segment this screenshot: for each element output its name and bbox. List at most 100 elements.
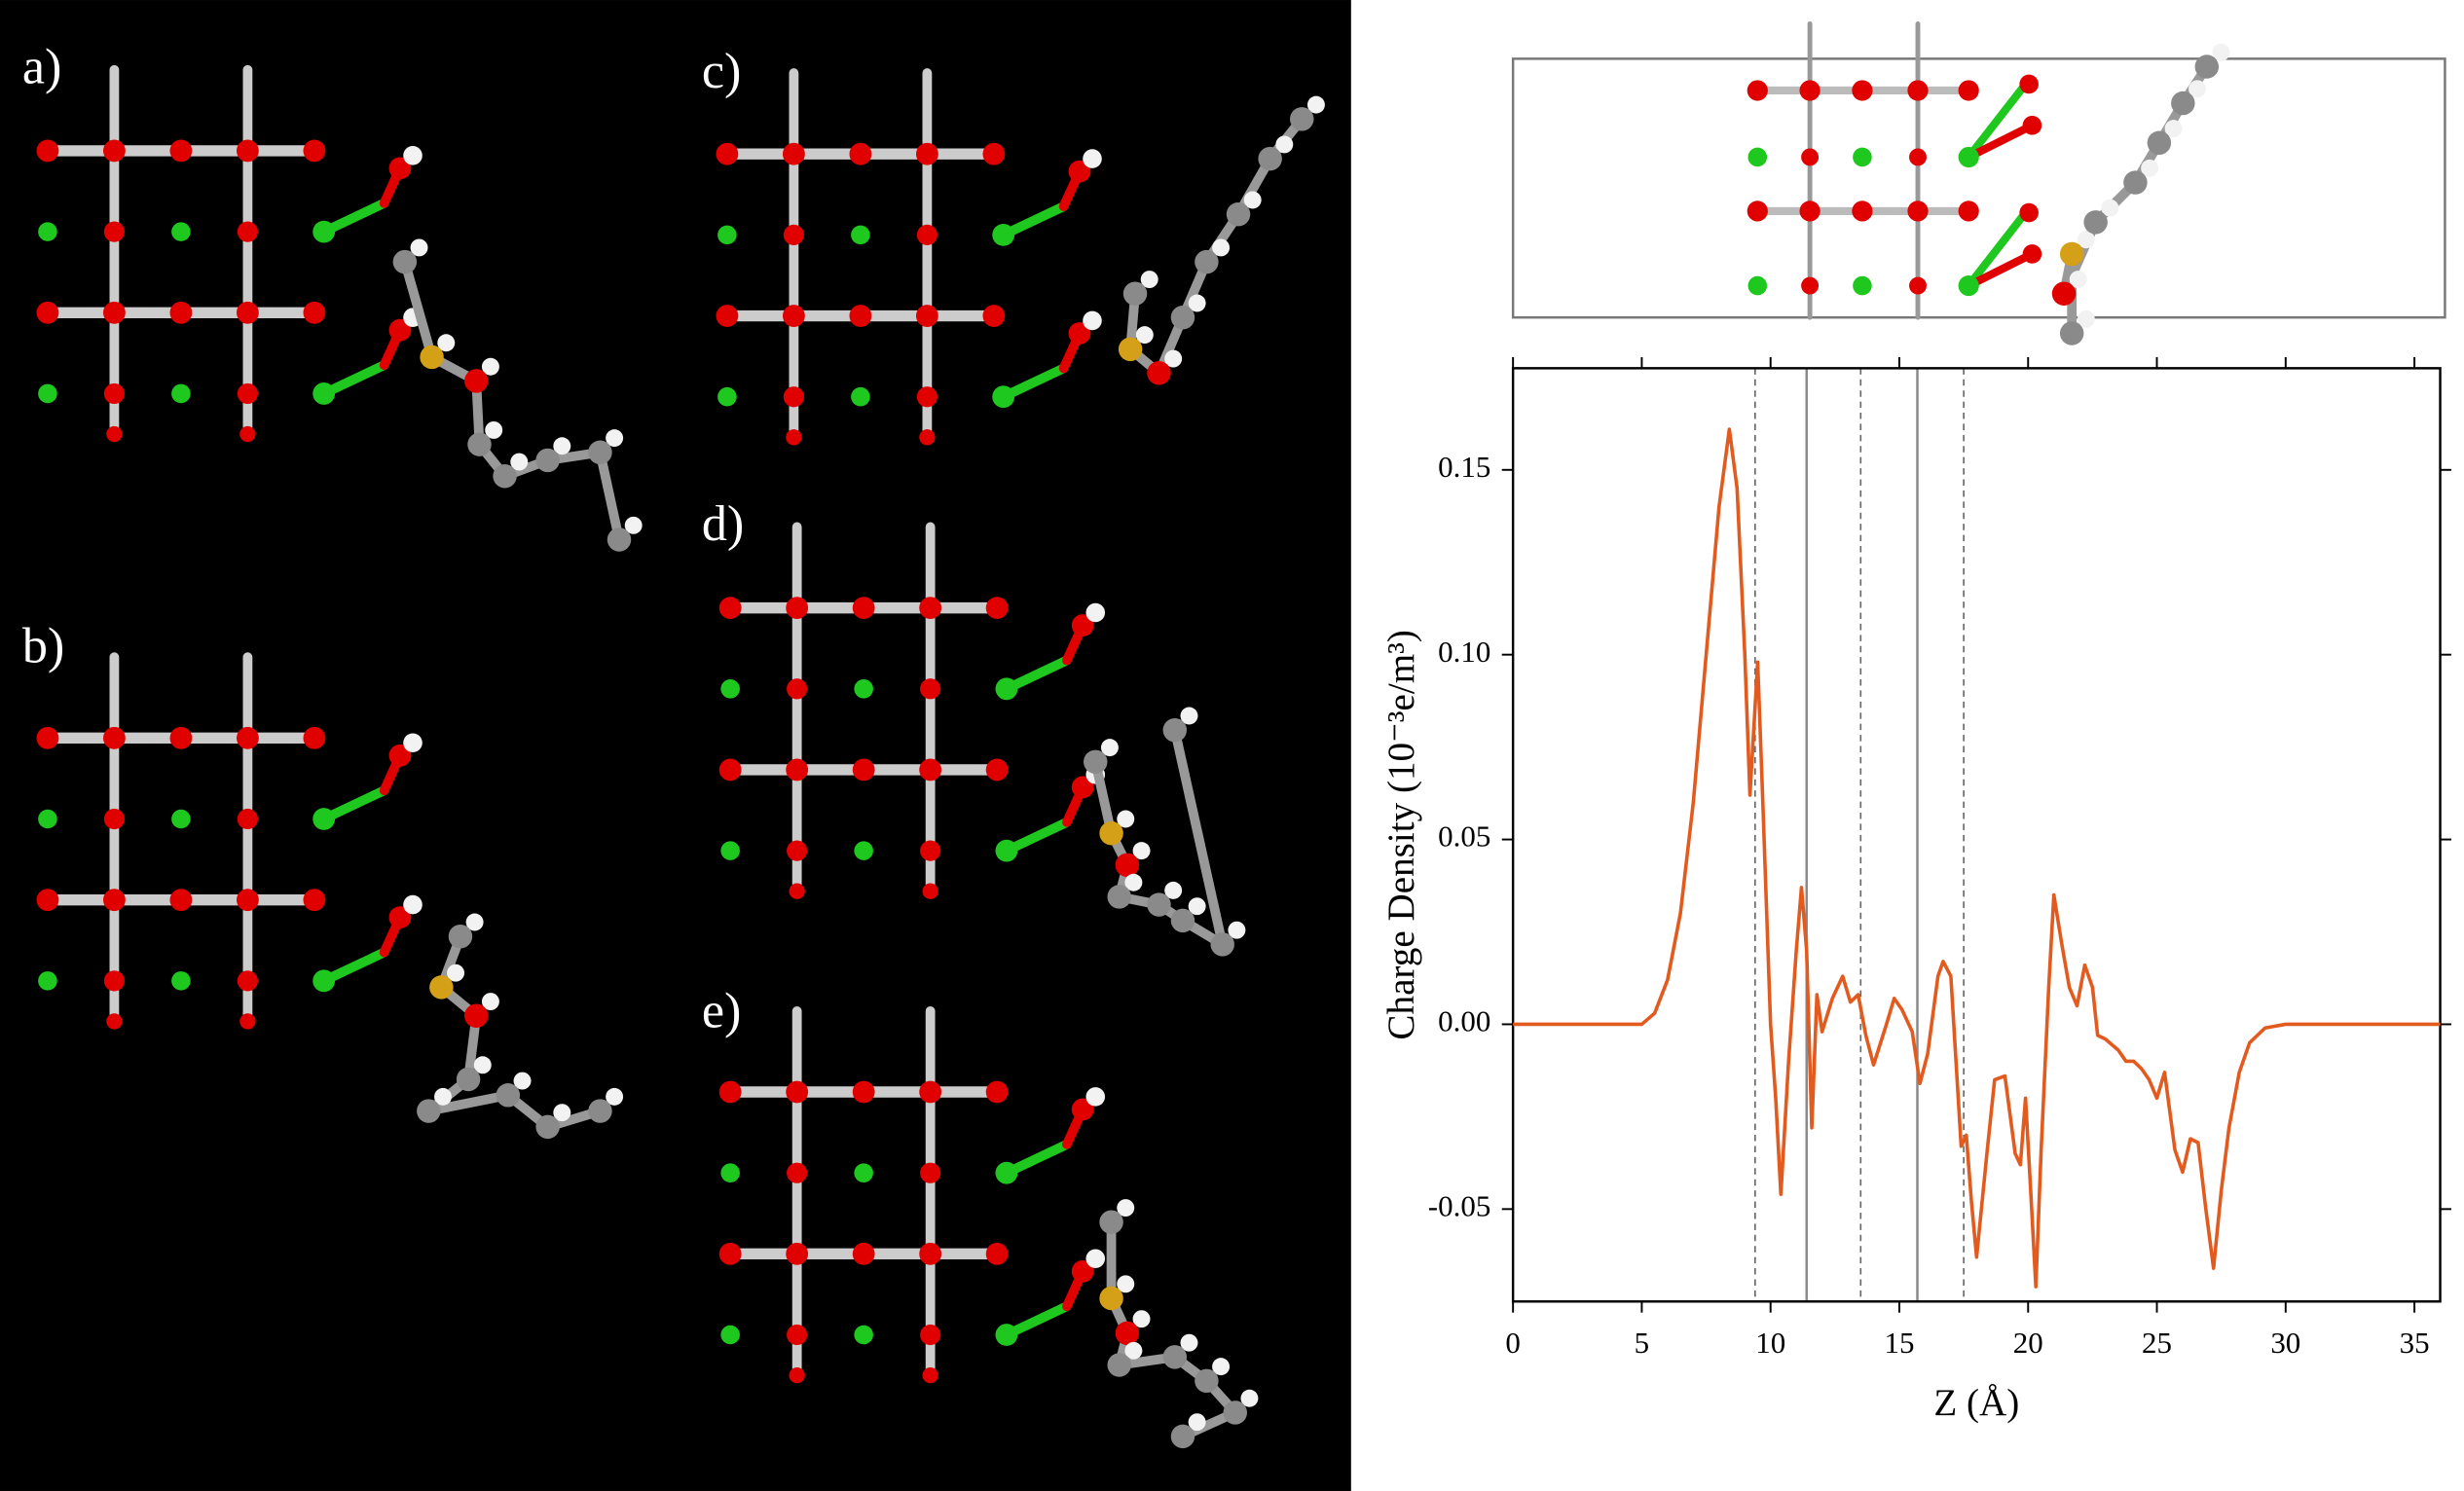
atom xyxy=(38,809,57,829)
atom xyxy=(1852,80,1873,101)
atom xyxy=(535,1114,560,1140)
atom xyxy=(995,839,1018,862)
bond xyxy=(1090,756,1117,839)
atom xyxy=(403,733,423,753)
atom xyxy=(1909,276,1927,295)
bond xyxy=(595,447,624,545)
atom xyxy=(1801,276,1820,295)
atom xyxy=(854,678,873,699)
atom xyxy=(916,224,938,245)
atom xyxy=(171,222,191,241)
atom xyxy=(786,758,809,782)
bond xyxy=(1965,249,2037,290)
y-axis-label: Charge Density (10⁻³e/m³) xyxy=(1380,630,1422,1040)
atom xyxy=(481,993,499,1011)
atom xyxy=(236,726,259,749)
atom xyxy=(1853,275,1872,296)
atom xyxy=(1083,310,1102,331)
atom xyxy=(588,440,612,465)
atom xyxy=(1162,1345,1188,1369)
atom xyxy=(854,1163,873,1182)
atom xyxy=(992,223,1015,246)
atom xyxy=(2141,159,2159,177)
atom xyxy=(1099,1286,1123,1311)
atom xyxy=(1099,820,1123,846)
atom xyxy=(1243,191,1262,209)
bond xyxy=(1965,210,2029,290)
atom xyxy=(2019,202,2039,223)
atom xyxy=(239,425,256,443)
atom xyxy=(1747,275,1768,296)
y-tick-label: -0.05 xyxy=(1428,1188,1491,1222)
atom xyxy=(36,139,59,163)
atom xyxy=(171,383,191,404)
chart: 0 5 10 15 20 25 30 35 -0.05 0.00 0.05 0.10 0.15 Z (Å)… xyxy=(1380,356,2451,1424)
atom xyxy=(1117,1199,1135,1218)
atom xyxy=(313,382,336,405)
atom xyxy=(169,139,193,163)
atom xyxy=(38,971,57,991)
atom xyxy=(103,139,126,163)
atom xyxy=(2059,321,2084,345)
atom xyxy=(236,889,259,912)
atom xyxy=(995,1161,1018,1184)
atom xyxy=(169,301,193,324)
atom xyxy=(1162,717,1188,743)
atom xyxy=(995,677,1018,701)
atom xyxy=(313,220,336,243)
atom xyxy=(553,437,571,455)
atom xyxy=(1068,160,1091,183)
atom xyxy=(1195,249,1219,274)
atom xyxy=(992,385,1015,409)
atom xyxy=(915,142,938,165)
atom xyxy=(922,883,938,899)
atom xyxy=(2212,43,2230,61)
atom xyxy=(106,425,123,443)
atom xyxy=(1140,271,1158,289)
atom xyxy=(920,1162,941,1183)
atom xyxy=(535,448,560,473)
atom xyxy=(1170,305,1195,330)
x-tick-label: 0 xyxy=(1505,1326,1520,1360)
atom xyxy=(982,142,1006,165)
atom xyxy=(1210,932,1234,957)
atom xyxy=(103,221,126,242)
atom xyxy=(1799,80,1820,101)
atom xyxy=(36,726,59,749)
atom xyxy=(720,841,740,860)
atom xyxy=(1164,881,1183,899)
atom xyxy=(1170,908,1195,933)
molecular-structures: a) b) c) d) e) xyxy=(22,39,1325,1449)
atom xyxy=(36,301,59,324)
atom xyxy=(1100,739,1119,757)
atom xyxy=(1747,200,1768,222)
atom xyxy=(1071,614,1094,636)
atom xyxy=(782,305,805,327)
atom xyxy=(1240,1389,1259,1407)
atom xyxy=(985,1080,1009,1104)
atom xyxy=(716,305,739,327)
bond xyxy=(1965,81,2029,162)
bond xyxy=(998,363,1069,402)
atom xyxy=(313,808,336,830)
atom xyxy=(1124,873,1143,891)
atom xyxy=(849,142,872,165)
atom xyxy=(437,334,456,352)
atom xyxy=(718,1080,742,1104)
atom xyxy=(1212,238,1231,257)
atom xyxy=(787,1324,808,1346)
atom xyxy=(717,225,737,245)
atom xyxy=(236,139,259,163)
bond xyxy=(399,257,437,362)
atom xyxy=(513,1072,532,1090)
x-axis-label: Z (Å) xyxy=(1933,1382,2019,1424)
atom xyxy=(106,1013,123,1030)
atom xyxy=(1071,1098,1094,1121)
atom xyxy=(485,420,503,439)
atom xyxy=(1290,107,1314,131)
atom xyxy=(624,516,643,534)
atom xyxy=(985,1242,1009,1265)
atom xyxy=(1180,1333,1198,1352)
atom xyxy=(2077,309,2095,328)
atom xyxy=(1275,135,1294,154)
